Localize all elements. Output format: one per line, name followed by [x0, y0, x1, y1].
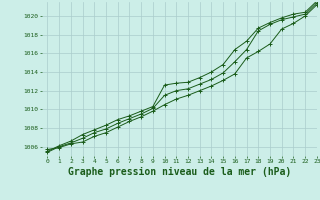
X-axis label: Graphe pression niveau de la mer (hPa): Graphe pression niveau de la mer (hPa): [68, 167, 291, 177]
